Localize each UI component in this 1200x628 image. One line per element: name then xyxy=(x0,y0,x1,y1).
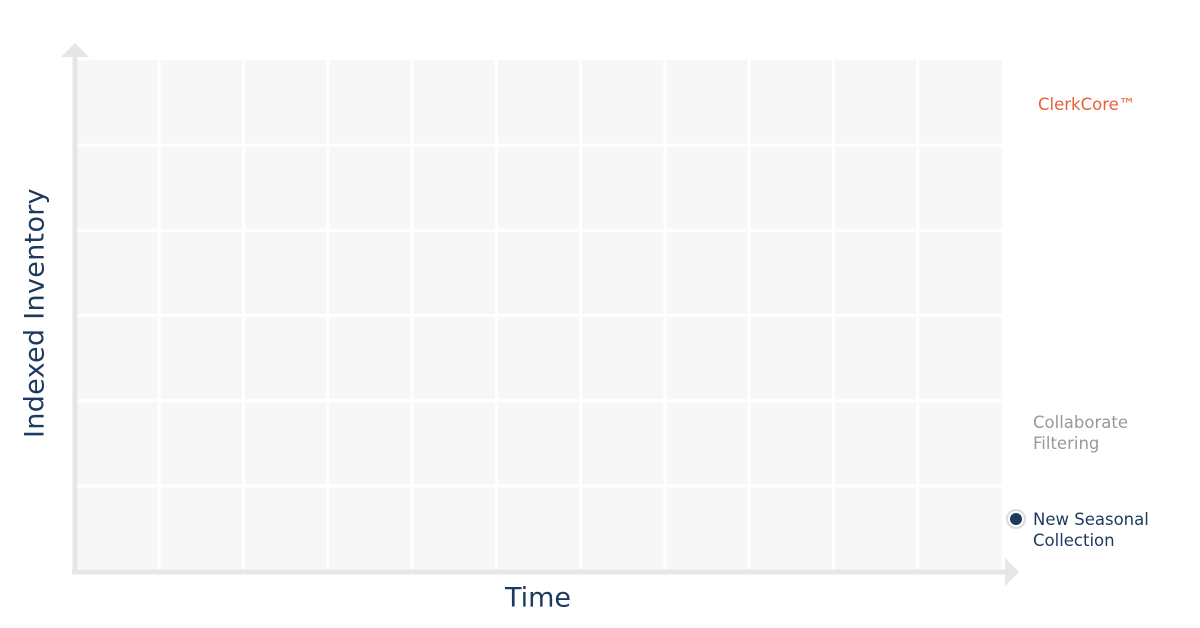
series-marker-new-seasonal-collection xyxy=(1006,509,1026,529)
y-axis-label: Indexed Inventory xyxy=(19,188,51,438)
series-label-clerkcore: ClerkCore™ xyxy=(1038,95,1136,114)
series-label-collaborate-filtering: Collaborate Filtering xyxy=(1033,413,1128,453)
series-label-new-seasonal-collection: New Seasonal Collection xyxy=(1033,510,1149,550)
y-axis-arrow-icon xyxy=(61,43,89,57)
y-axis xyxy=(61,43,89,571)
grid xyxy=(75,60,1002,571)
x-axis-arrow-icon xyxy=(1005,558,1019,586)
x-axis xyxy=(72,558,1019,586)
x-axis-label: Time xyxy=(504,582,572,614)
